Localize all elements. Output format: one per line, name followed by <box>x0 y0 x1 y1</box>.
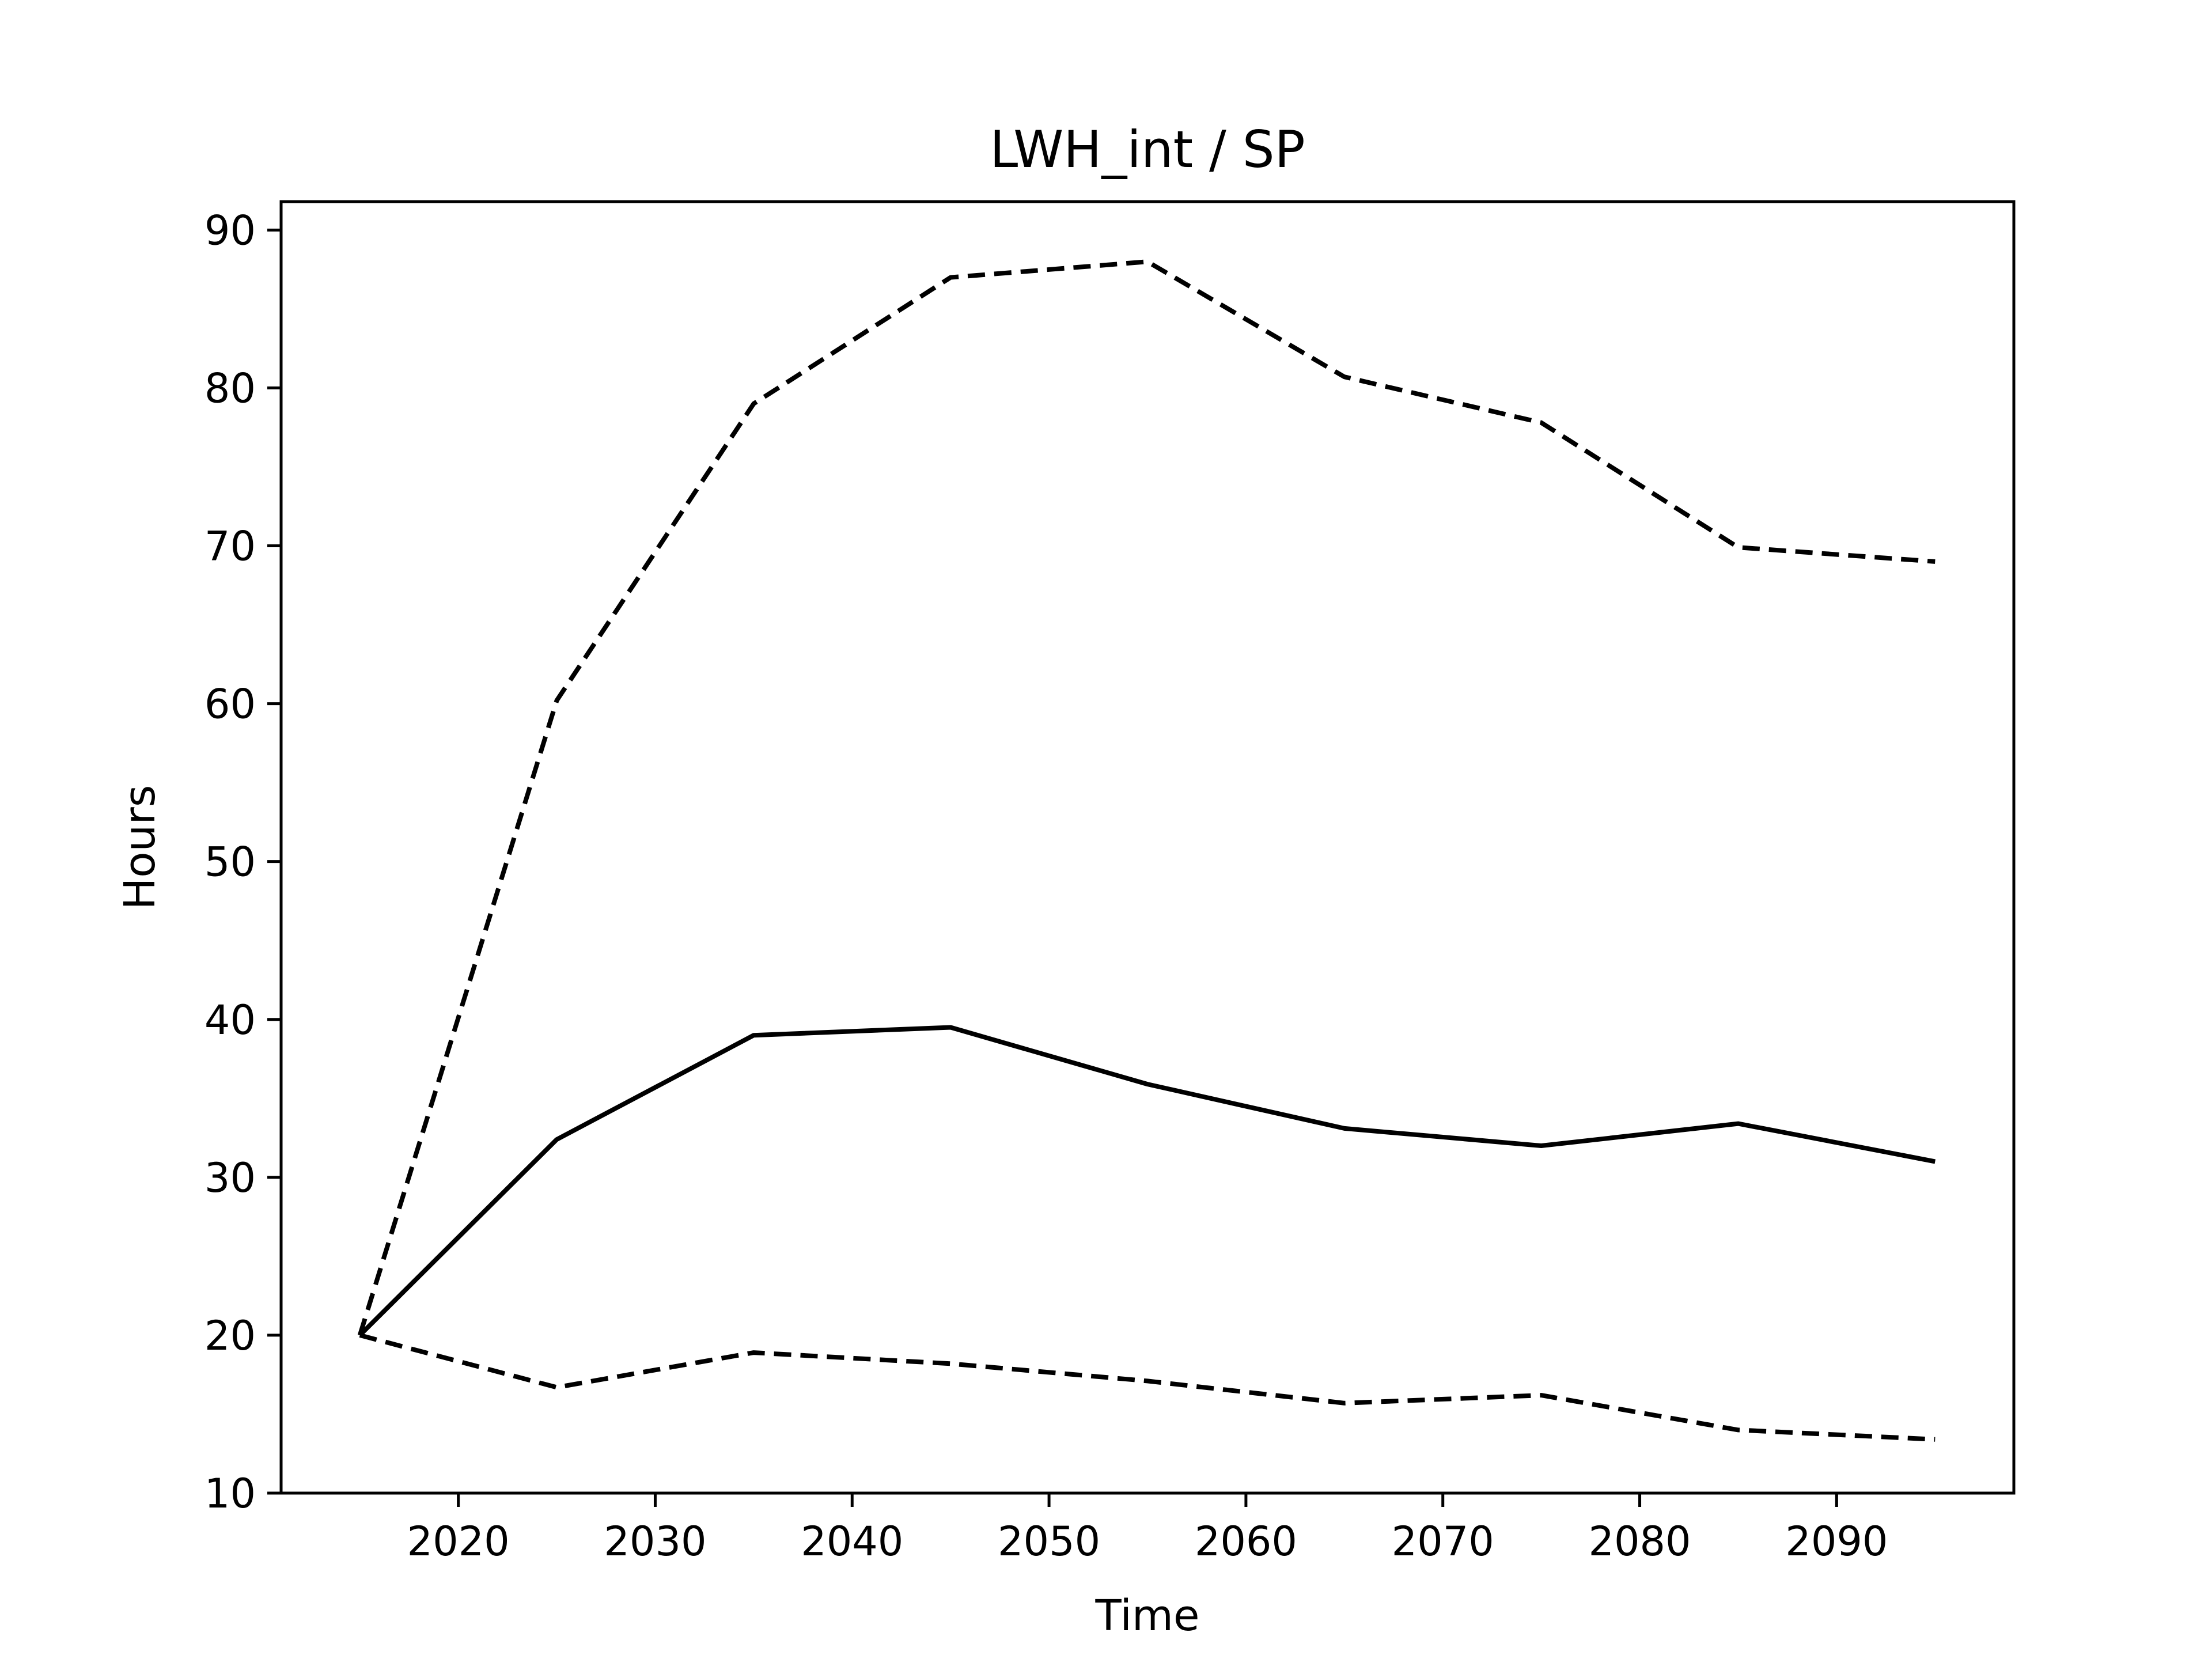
y-tick-label: 20 <box>204 1312 256 1359</box>
series-line-1 <box>357 259 1936 1336</box>
x-tick-label: 2040 <box>801 1518 903 1565</box>
x-tick-label: 2090 <box>1785 1518 1888 1565</box>
x-axis-label: Time <box>1094 1591 1199 1641</box>
y-axis-label: Hours <box>115 785 165 910</box>
y-tick-label: 80 <box>204 365 256 412</box>
series-line-3 <box>359 1333 1936 1442</box>
x-tick-label: 2030 <box>604 1518 706 1565</box>
x-tick-label: 2060 <box>1195 1518 1297 1565</box>
x-tick-label: 2070 <box>1392 1518 1494 1565</box>
chart-title: LWH_int / SP <box>990 120 1305 179</box>
y-axis: 10 20 30 40 50 60 70 80 90 <box>204 207 281 1517</box>
x-tick-label: 2050 <box>998 1518 1100 1565</box>
plot-frame <box>279 200 2016 1495</box>
y-tick-label: 30 <box>204 1154 256 1202</box>
y-tick-label: 90 <box>204 207 256 254</box>
x-tick-label: 2080 <box>1588 1518 1691 1565</box>
y-tick-label: 10 <box>204 1470 256 1517</box>
x-axis: 2020 2030 2040 2050 2060 2070 2080 2090 <box>407 1493 1888 1565</box>
y-tick-label: 60 <box>204 681 256 728</box>
y-tick-label: 40 <box>204 997 256 1044</box>
series-line-2 <box>358 1025 1936 1337</box>
series-layer <box>357 259 1936 1442</box>
y-tick-label: 50 <box>204 839 256 886</box>
x-tick-label: 2020 <box>407 1518 510 1565</box>
y-tick-label: 70 <box>204 523 256 570</box>
